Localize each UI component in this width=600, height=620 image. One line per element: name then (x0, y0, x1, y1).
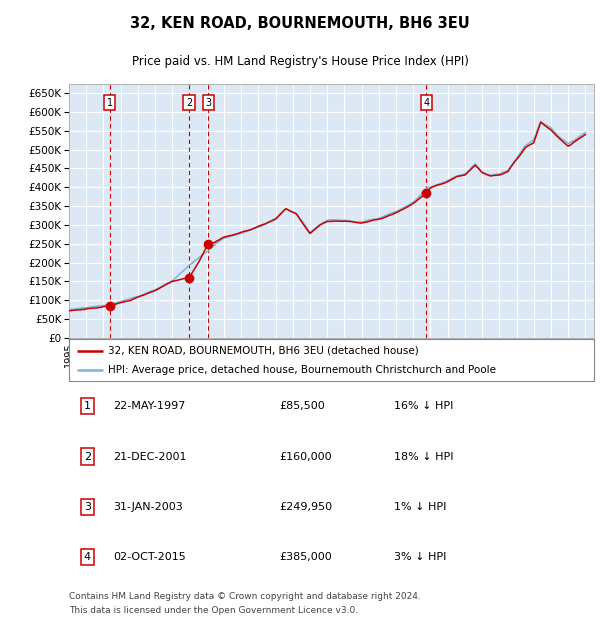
Text: 4: 4 (84, 552, 91, 562)
Text: 1: 1 (84, 401, 91, 411)
Text: 1% ↓ HPI: 1% ↓ HPI (395, 502, 447, 512)
Text: £249,950: £249,950 (279, 502, 332, 512)
Text: 31-JAN-2003: 31-JAN-2003 (113, 502, 184, 512)
Text: 4: 4 (423, 98, 429, 108)
Text: 2: 2 (84, 451, 91, 461)
Text: Price paid vs. HM Land Registry's House Price Index (HPI): Price paid vs. HM Land Registry's House … (131, 55, 469, 68)
Text: 02-OCT-2015: 02-OCT-2015 (113, 552, 187, 562)
Text: 2: 2 (186, 98, 192, 108)
Text: £160,000: £160,000 (279, 451, 332, 461)
Text: 3% ↓ HPI: 3% ↓ HPI (395, 552, 447, 562)
Text: 18% ↓ HPI: 18% ↓ HPI (395, 451, 454, 461)
Text: 32, KEN ROAD, BOURNEMOUTH, BH6 3EU (detached house): 32, KEN ROAD, BOURNEMOUTH, BH6 3EU (deta… (109, 345, 419, 355)
Text: £85,500: £85,500 (279, 401, 325, 411)
Text: 21-DEC-2001: 21-DEC-2001 (113, 451, 187, 461)
Text: 16% ↓ HPI: 16% ↓ HPI (395, 401, 454, 411)
Text: 32, KEN ROAD, BOURNEMOUTH, BH6 3EU: 32, KEN ROAD, BOURNEMOUTH, BH6 3EU (130, 16, 470, 31)
Text: HPI: Average price, detached house, Bournemouth Christchurch and Poole: HPI: Average price, detached house, Bour… (109, 365, 496, 375)
Text: 3: 3 (205, 98, 211, 108)
Text: Contains HM Land Registry data © Crown copyright and database right 2024.: Contains HM Land Registry data © Crown c… (69, 592, 421, 601)
Text: £385,000: £385,000 (279, 552, 332, 562)
Text: 22-MAY-1997: 22-MAY-1997 (113, 401, 186, 411)
Text: This data is licensed under the Open Government Licence v3.0.: This data is licensed under the Open Gov… (69, 606, 358, 615)
Text: 3: 3 (84, 502, 91, 512)
Text: 1: 1 (107, 98, 113, 108)
